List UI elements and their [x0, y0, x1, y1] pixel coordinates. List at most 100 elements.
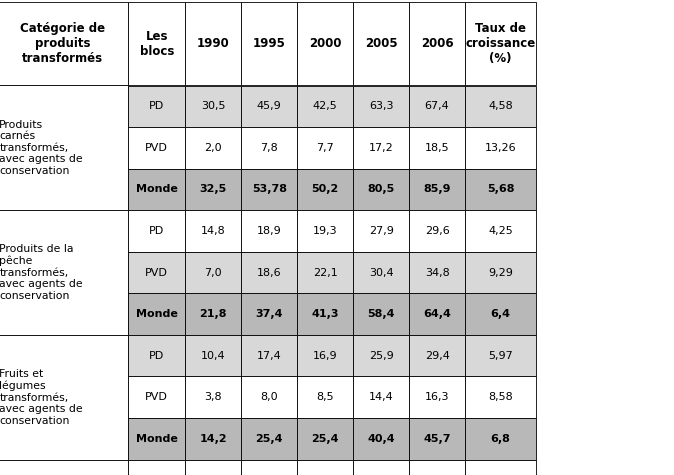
Text: 34,8: 34,8	[425, 267, 450, 277]
Bar	[185, 127, 241, 169]
Bar	[185, 376, 241, 418]
Text: 67,4: 67,4	[425, 101, 450, 111]
Bar	[465, 210, 536, 252]
Bar	[465, 252, 536, 293]
Bar	[353, 86, 409, 127]
Text: 85,9: 85,9	[423, 184, 451, 194]
Bar	[241, 210, 297, 252]
Text: 17,4: 17,4	[257, 351, 282, 361]
Text: 80,5: 80,5	[367, 184, 395, 194]
Bar	[241, 86, 297, 127]
Text: Produits
carnés
transformés,
avec agents de
conservation: Produits carnés transformés, avec agents…	[0, 120, 83, 176]
Bar	[241, 376, 297, 418]
Text: 22,1: 22,1	[313, 267, 338, 277]
Bar	[409, 252, 465, 293]
Text: 37,4: 37,4	[255, 309, 283, 319]
Text: 2000: 2000	[309, 38, 342, 50]
Bar	[128, 210, 185, 252]
Bar	[409, 86, 465, 127]
Text: 18,6: 18,6	[257, 267, 282, 277]
Bar	[128, 335, 185, 376]
Text: 42,5: 42,5	[313, 101, 338, 111]
Bar	[353, 335, 409, 376]
Bar	[185, 293, 241, 335]
Text: 10,4: 10,4	[201, 351, 226, 361]
Bar	[128, 418, 185, 459]
Bar	[465, 2, 536, 86]
Text: Monde: Monde	[135, 434, 178, 444]
Text: Taux de
croissance
(%): Taux de croissance (%)	[465, 22, 536, 66]
Text: 8,0: 8,0	[260, 392, 278, 402]
Bar	[465, 418, 536, 459]
Text: 14,2: 14,2	[200, 434, 227, 444]
Text: 45,9: 45,9	[257, 101, 282, 111]
Bar	[185, 210, 241, 252]
Bar	[297, 293, 353, 335]
Text: 14,4: 14,4	[369, 392, 394, 402]
Text: 7,7: 7,7	[316, 143, 334, 153]
Bar	[128, 376, 185, 418]
Text: 25,9: 25,9	[369, 351, 394, 361]
Text: 40,4: 40,4	[367, 434, 395, 444]
Bar	[353, 2, 409, 86]
Bar	[353, 127, 409, 169]
Text: 53,78: 53,78	[252, 184, 286, 194]
Bar	[465, 376, 536, 418]
Bar	[353, 376, 409, 418]
Bar	[409, 418, 465, 459]
Text: 29,4: 29,4	[425, 351, 450, 361]
Bar	[185, 169, 241, 210]
Text: 7,8: 7,8	[260, 143, 278, 153]
Text: 18,9: 18,9	[257, 226, 282, 236]
Bar	[297, 2, 353, 86]
Text: 21,8: 21,8	[200, 309, 227, 319]
Bar	[409, 169, 465, 210]
Bar	[128, 293, 185, 335]
Text: PD: PD	[149, 351, 164, 361]
Bar	[297, 252, 353, 293]
Text: PVD: PVD	[146, 392, 168, 402]
Text: 17,2: 17,2	[369, 143, 394, 153]
Bar	[409, 459, 465, 475]
Bar	[465, 127, 536, 169]
Bar	[465, 459, 536, 475]
Bar	[128, 169, 185, 210]
Bar	[241, 2, 297, 86]
Text: 58,4: 58,4	[367, 309, 395, 319]
Bar	[128, 127, 185, 169]
Bar	[241, 127, 297, 169]
Text: PVD: PVD	[146, 267, 168, 277]
Bar	[241, 252, 297, 293]
Bar	[409, 293, 465, 335]
Text: Fruits et
légumes
transformés,
avec agents de
conservation: Fruits et légumes transformés, avec agen…	[0, 369, 83, 426]
Bar	[409, 2, 465, 86]
Bar	[353, 418, 409, 459]
Bar	[465, 169, 536, 210]
Text: 13,26: 13,26	[485, 143, 516, 153]
Text: 4,58: 4,58	[488, 101, 513, 111]
Bar	[353, 293, 409, 335]
Text: 32,5: 32,5	[200, 184, 227, 194]
Bar	[353, 169, 409, 210]
Bar	[353, 459, 409, 475]
Bar	[241, 418, 297, 459]
Bar	[297, 335, 353, 376]
Text: 25,4: 25,4	[255, 434, 283, 444]
Text: 50,2: 50,2	[311, 184, 339, 194]
Bar	[297, 127, 353, 169]
Text: 4,25: 4,25	[488, 226, 513, 236]
Bar	[241, 169, 297, 210]
Text: 16,9: 16,9	[313, 351, 338, 361]
Bar	[0, 210, 128, 335]
Text: 3,8: 3,8	[204, 392, 222, 402]
Bar	[185, 335, 241, 376]
Bar	[297, 459, 353, 475]
Text: 9,29: 9,29	[488, 267, 513, 277]
Bar	[185, 86, 241, 127]
Bar	[297, 376, 353, 418]
Text: 8,5: 8,5	[316, 392, 334, 402]
Text: 30,4: 30,4	[369, 267, 394, 277]
Bar	[297, 86, 353, 127]
Bar	[353, 252, 409, 293]
Text: Les
blocs: Les blocs	[140, 30, 174, 58]
